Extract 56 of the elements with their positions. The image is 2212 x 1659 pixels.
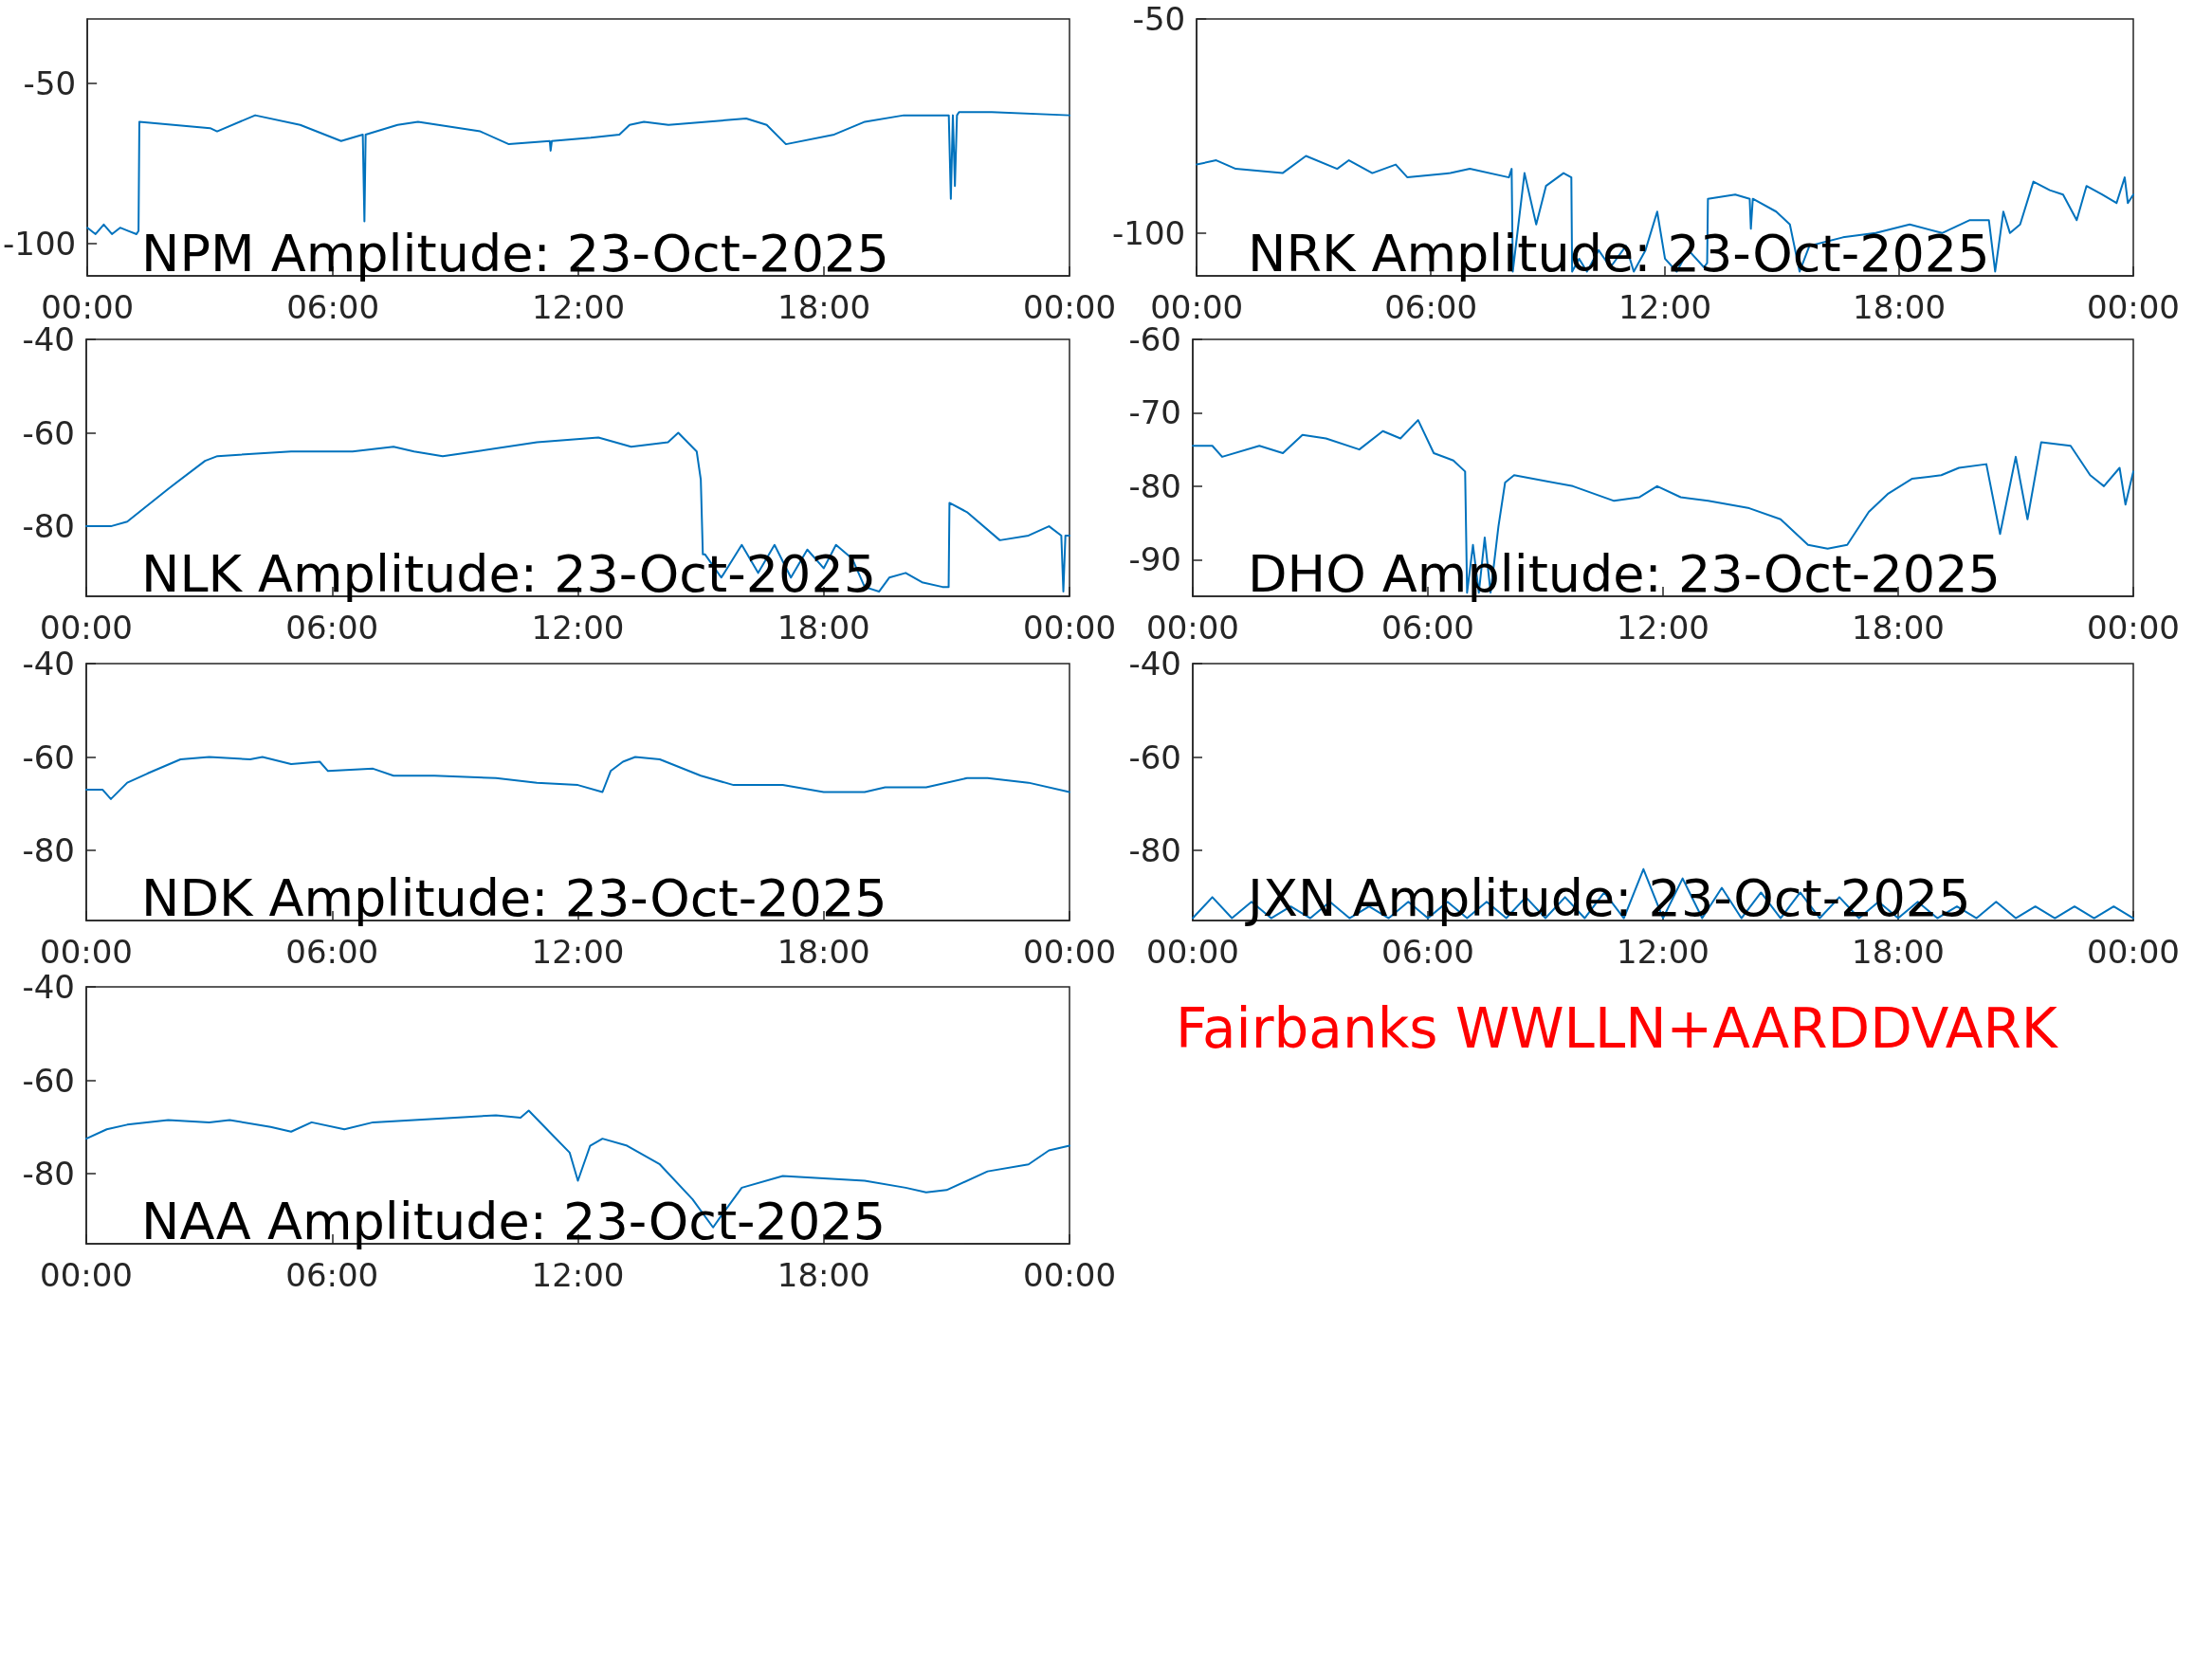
line-series xyxy=(85,756,1071,800)
x-tick-label: 12:00 xyxy=(531,933,625,971)
y-tick-label: -80 xyxy=(1128,466,1181,505)
y-tick-label: -80 xyxy=(22,1155,75,1194)
x-tick-label: 06:00 xyxy=(1381,933,1474,971)
x-tick-label: 00:00 xyxy=(2087,288,2180,326)
x-tick-label: 06:00 xyxy=(1381,609,1474,647)
x-tick-label: 06:00 xyxy=(285,933,379,971)
y-tick-label: -90 xyxy=(1128,540,1181,579)
x-tick-label: 12:00 xyxy=(1617,933,1709,971)
y-tick-label: -100 xyxy=(1111,213,1186,252)
y-tick-label: -60 xyxy=(22,1061,75,1100)
x-tick-label: 00:00 xyxy=(40,609,133,647)
y-tick-label: -100 xyxy=(2,225,77,264)
x-tick-label: 12:00 xyxy=(1618,288,1712,326)
x-tick-label: 06:00 xyxy=(286,288,380,326)
y-tick-label: -60 xyxy=(22,738,75,776)
y-tick-label: -50 xyxy=(23,64,77,102)
x-tick-label: 18:00 xyxy=(1853,288,1947,326)
text: NPM Amplitude: 23-Oct-2025 xyxy=(141,223,889,283)
x-tick-label: 12:00 xyxy=(532,288,626,326)
x-tick-label: 00:00 xyxy=(40,1256,133,1294)
x-tick-label: 06:00 xyxy=(1384,288,1478,326)
x-tick-label: 18:00 xyxy=(777,933,870,971)
x-tick-label: 00:00 xyxy=(1023,933,1116,971)
x-tick-label: 18:00 xyxy=(1852,933,1945,971)
y-tick-label: -60 xyxy=(1128,738,1181,776)
y-tick-label: -40 xyxy=(22,968,75,1006)
x-tick-label: 18:00 xyxy=(777,1256,870,1294)
x-tick-label: 00:00 xyxy=(40,933,133,971)
x-tick-label: 12:00 xyxy=(1617,609,1709,647)
y-tick-label: -70 xyxy=(1128,393,1181,432)
y-tick-label: -80 xyxy=(1128,831,1181,870)
x-tick-label: 06:00 xyxy=(285,1256,379,1294)
x-tick-label: 00:00 xyxy=(1146,933,1239,971)
x-tick-label: 12:00 xyxy=(531,609,625,647)
y-tick-label: -80 xyxy=(22,831,75,870)
x-tick-label: 12:00 xyxy=(531,1256,625,1294)
text: NDK Amplitude: 23-Oct-2025 xyxy=(141,867,887,928)
y-tick-label: -50 xyxy=(1132,0,1186,38)
y-tick-label: -60 xyxy=(22,413,75,452)
x-tick-label: 06:00 xyxy=(285,609,379,647)
x-tick-label: 00:00 xyxy=(1023,1256,1116,1294)
y-tick-label: -40 xyxy=(22,645,75,683)
text: Fairbanks WWLLN+AARDDVARK xyxy=(1176,996,2057,1061)
y-tick-label: -40 xyxy=(1128,645,1181,683)
x-tick-label: 00:00 xyxy=(1146,609,1239,647)
text: NAA Amplitude: 23-Oct-2025 xyxy=(141,1191,887,1251)
x-tick-label: 18:00 xyxy=(777,609,870,647)
x-tick-label: 00:00 xyxy=(1023,288,1116,326)
x-tick-label: 00:00 xyxy=(1023,609,1116,647)
x-tick-label: 18:00 xyxy=(777,288,871,326)
x-tick-label: 18:00 xyxy=(1852,609,1945,647)
y-tick-label: -80 xyxy=(22,507,75,546)
x-tick-label: 00:00 xyxy=(2087,933,2180,971)
x-tick-label: 00:00 xyxy=(2087,609,2180,647)
